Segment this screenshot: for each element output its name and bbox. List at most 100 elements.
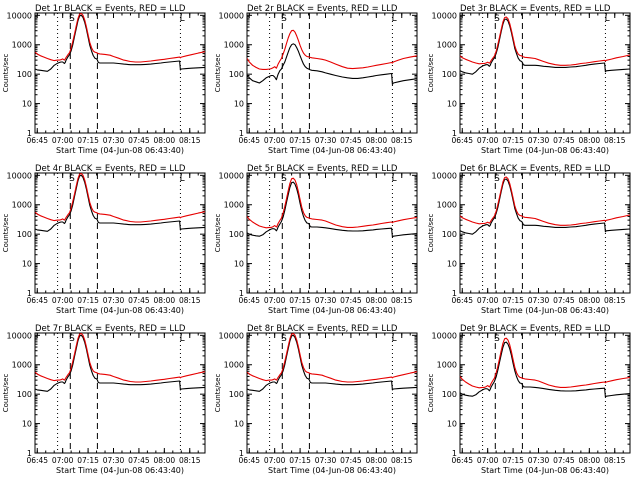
y-tick-label: 100: [17, 230, 32, 239]
y-axis-label: Counts/sec: [214, 214, 222, 253]
y-tick-label: 10: [22, 100, 32, 109]
y-tick-label: 1000: [12, 361, 32, 370]
events-series-line: [459, 341, 631, 398]
events-series-line: [246, 181, 418, 238]
y-tick-label: 1000: [437, 201, 457, 210]
marker-letter-l: L: [392, 334, 397, 344]
events-series-line: [246, 43, 418, 85]
y-tick-label: 1: [27, 449, 32, 458]
x-tick-label: 07:15: [77, 136, 99, 145]
y-tick-label: 1: [27, 289, 32, 298]
x-tick-label: 08:15: [604, 456, 626, 465]
marker-letter-l: L: [180, 174, 185, 184]
x-axis-label: Start Time (04-Jun-08 06:43:40): [56, 306, 184, 315]
events-series-line: [34, 14, 206, 72]
x-axis-label: Start Time (04-Jun-08 06:43:40): [56, 466, 184, 475]
y-tick-label: 10000: [432, 331, 457, 340]
y-tick-label: 10: [234, 420, 244, 429]
lld-series-line: [34, 12, 206, 63]
plot-frame: [34, 332, 206, 454]
x-axis-label: Start Time (04-Jun-08 06:43:40): [481, 146, 609, 155]
panel-title: Det 4r BLACK = Events, RED = LLD: [35, 164, 186, 174]
x-tick-label: 06:45: [238, 136, 260, 145]
x-tick-label: 07:15: [289, 296, 311, 305]
panel-title: Det 6r BLACK = Events, RED = LLD: [460, 164, 611, 174]
y-axis-label: Counts/sec: [427, 54, 435, 93]
marker-letter-l: L: [605, 14, 610, 24]
x-tick-label: 07:30: [103, 456, 125, 465]
x-tick-label: 07:15: [289, 136, 311, 145]
x-tick-label: 06:45: [26, 296, 48, 305]
panel-title: Det 2r BLACK = Events, RED = LLD: [247, 4, 398, 14]
x-tick-label: 08:00: [579, 136, 601, 145]
y-tick-label: 10000: [7, 331, 32, 340]
x-tick-label: 07:15: [289, 456, 311, 465]
y-tick-label: 10: [22, 420, 32, 429]
y-tick-label: 10: [447, 100, 457, 109]
events-series-line: [459, 18, 631, 75]
x-axis-label: Start Time (04-Jun-08 06:43:40): [268, 146, 396, 155]
y-tick-label: 10: [447, 420, 457, 429]
x-tick-label: 07:30: [103, 136, 125, 145]
events-series-line: [246, 334, 418, 392]
y-tick-label: 1: [239, 129, 244, 138]
x-axis-label: Start Time (04-Jun-08 06:43:40): [481, 466, 609, 475]
y-axis-label: Counts/sec: [427, 374, 435, 413]
lld-series-line: [246, 29, 418, 70]
x-tick-label: 08:00: [154, 456, 176, 465]
x-tick-label: 07:00: [264, 456, 286, 465]
x-tick-label: 07:15: [77, 296, 99, 305]
y-tick-label: 100: [442, 230, 457, 239]
x-tick-label: 07:15: [77, 456, 99, 465]
y-tick-label: 1000: [12, 201, 32, 210]
lld-series-line: [459, 16, 631, 66]
events-series-line: [459, 178, 631, 235]
x-tick-label: 07:30: [315, 136, 337, 145]
x-tick-label: 06:45: [451, 296, 473, 305]
y-tick-label: 10: [234, 260, 244, 269]
marker-letter-s: S: [281, 334, 287, 344]
marker-letter-s: S: [281, 174, 287, 184]
plot-frame: [459, 12, 631, 134]
x-tick-label: 07:45: [340, 136, 362, 145]
x-tick-label: 07:45: [340, 296, 362, 305]
panel-title: Det 3r BLACK = Events, RED = LLD: [460, 4, 611, 14]
plot-frame: [246, 332, 418, 454]
y-tick-label: 10000: [219, 171, 244, 180]
panel-title: Det 1r BLACK = Events, RED = LLD: [35, 4, 186, 14]
y-tick-label: 100: [17, 70, 32, 79]
x-tick-label: 08:00: [366, 456, 388, 465]
x-tick-label: 08:00: [579, 296, 601, 305]
x-tick-label: 06:45: [26, 136, 48, 145]
y-tick-label: 1000: [437, 41, 457, 50]
x-tick-label: 08:15: [391, 296, 413, 305]
marker-letter-l: L: [392, 14, 397, 24]
y-tick-label: 1: [239, 449, 244, 458]
x-tick-label: 06:45: [26, 456, 48, 465]
x-tick-label: 08:00: [366, 296, 388, 305]
y-tick-label: 10: [234, 100, 244, 109]
y-axis-label: Counts/sec: [2, 54, 10, 93]
plot-frame: [459, 332, 631, 454]
x-tick-label: 07:00: [52, 456, 74, 465]
x-tick-label: 07:00: [477, 136, 499, 145]
x-tick-label: 07:30: [528, 136, 550, 145]
plot-frame: [34, 172, 206, 294]
x-tick-label: 08:15: [604, 296, 626, 305]
y-tick-label: 10: [447, 260, 457, 269]
y-tick-label: 10: [22, 260, 32, 269]
y-tick-label: 1: [452, 289, 457, 298]
x-tick-label: 07:45: [553, 456, 575, 465]
y-tick-label: 10000: [7, 171, 32, 180]
x-axis-label: Start Time (04-Jun-08 06:43:40): [56, 146, 184, 155]
x-tick-label: 07:15: [502, 456, 524, 465]
y-tick-label: 10000: [7, 11, 32, 20]
y-tick-label: 100: [17, 390, 32, 399]
lld-series-line: [246, 177, 418, 229]
